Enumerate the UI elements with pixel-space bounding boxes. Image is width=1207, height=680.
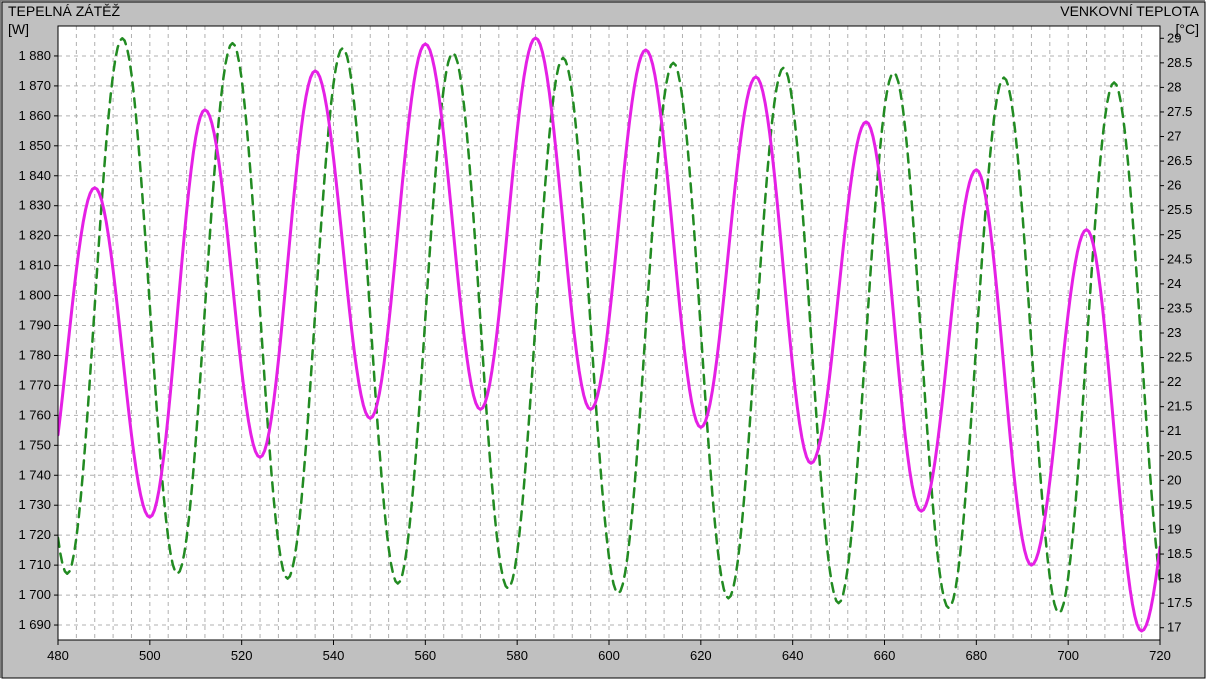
y-right-tick-label: 26 <box>1167 178 1181 193</box>
y-left-tick-label: 1 710 <box>18 557 51 572</box>
y-left-tick-label: 1 880 <box>18 48 51 63</box>
axis-title-right-1: VENKOVNÍ TEPLOTA <box>1060 3 1199 19</box>
y-right-tick-label: 28 <box>1167 79 1181 94</box>
y-right-tick-label: 18.5 <box>1167 546 1192 561</box>
y-left-tick-label: 1 840 <box>18 168 51 183</box>
y-right-tick-label: 25 <box>1167 227 1181 242</box>
y-left-tick-label: 1 820 <box>18 228 51 243</box>
chart-container: 480 500 520 540 560 580 600 620 640 660 680 700 720 1… <box>0 0 1207 680</box>
y-left-tick-label: 1 730 <box>18 497 51 512</box>
axis-title-right-2: [°C] <box>1176 21 1200 37</box>
y-right-tick-label: 20 <box>1167 472 1181 487</box>
y-right-tick-label: 21.5 <box>1167 399 1192 414</box>
y-left-tick-label: 1 800 <box>18 288 51 303</box>
y-right-tick-label: 17.5 <box>1167 595 1192 610</box>
y-left-tick-label: 1 740 <box>18 467 51 482</box>
x-tick-label: 500 <box>139 648 161 663</box>
y-left-tick-label: 1 690 <box>18 617 51 632</box>
y-left-tick-label: 1 790 <box>18 318 51 333</box>
y-right-tick-label: 27.5 <box>1167 104 1192 119</box>
x-tick-label: 560 <box>414 648 436 663</box>
y-left-tick-label: 1 750 <box>18 437 51 452</box>
y-left-tick-label: 1 700 <box>18 587 51 602</box>
y-right-tick-label: 22 <box>1167 374 1181 389</box>
y-right-tick-label: 24 <box>1167 276 1181 291</box>
y-right-tick-label: 20.5 <box>1167 448 1192 463</box>
chart-svg: 480 500 520 540 560 580 600 620 640 660 680 700 720 1… <box>0 0 1207 680</box>
x-tick-label: 660 <box>874 648 896 663</box>
y-left-tick-label: 1 770 <box>18 377 51 392</box>
y-right-tick-label: 19 <box>1167 521 1181 536</box>
y-right-tick-label: 24.5 <box>1167 251 1192 266</box>
y-left-tick-label: 1 860 <box>18 108 51 123</box>
y-left-tick-label: 1 780 <box>18 347 51 362</box>
x-tick-label: 540 <box>323 648 345 663</box>
axis-title-left-2: [W] <box>8 21 29 37</box>
y-left-tick-label: 1 830 <box>18 198 51 213</box>
x-tick-label: 600 <box>598 648 620 663</box>
x-tick-label: 580 <box>506 648 528 663</box>
x-tick-label: 480 <box>47 648 69 663</box>
x-tick-label: 700 <box>1057 648 1079 663</box>
y-right-tick-label: 21 <box>1167 423 1181 438</box>
y-right-tick-label: 22.5 <box>1167 350 1192 365</box>
y-right-tick-label: 23.5 <box>1167 300 1192 315</box>
x-tick-label: 680 <box>965 648 987 663</box>
x-tick-label: 620 <box>690 648 712 663</box>
x-tick-label: 720 <box>1149 648 1171 663</box>
y-right-tick-label: 17 <box>1167 620 1181 635</box>
y-left-tick-label: 1 850 <box>18 138 51 153</box>
y-right-tick-label: 27 <box>1167 129 1181 144</box>
y-left-tick-label: 1 870 <box>18 78 51 93</box>
y-right-tick-label: 25.5 <box>1167 202 1192 217</box>
y-right-tick-label: 26.5 <box>1167 153 1192 168</box>
y-right-tick-label: 18 <box>1167 571 1181 586</box>
y-right-tick-label: 23 <box>1167 325 1181 340</box>
y-left-tick-label: 1 810 <box>18 258 51 273</box>
y-right-tick-label: 28.5 <box>1167 55 1192 70</box>
y-left-tick-label: 1 760 <box>18 407 51 422</box>
y-right-tick-label: 19.5 <box>1167 497 1192 512</box>
y-left-tick-label: 1 720 <box>18 527 51 542</box>
x-tick-label: 640 <box>782 648 804 663</box>
axis-title-left-1: TEPELNÁ ZÁTĚŽ <box>8 3 120 19</box>
x-tick-label: 520 <box>231 648 253 663</box>
